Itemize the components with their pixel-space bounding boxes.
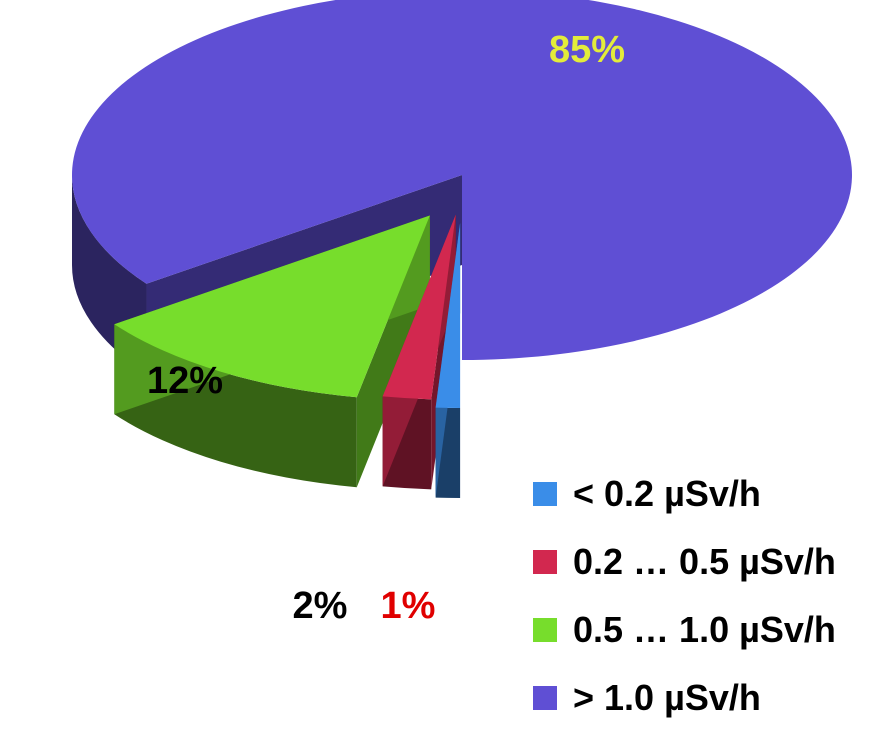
legend-swatch — [533, 686, 557, 710]
legend-item-0-5-to-1-0: 0.5 … 1.0 µSv/h — [533, 606, 883, 674]
legend-item-0-2-to-0-5: 0.2 … 0.5 µSv/h — [533, 538, 883, 606]
legend-item-lt-0-2: < 0.2 µSv/h — [533, 470, 883, 538]
legend-swatch — [533, 550, 557, 574]
legend-swatch — [533, 618, 557, 642]
slice-lt-0-2 — [435, 222, 461, 498]
legend: < 0.2 µSv/h 0.2 … 0.5 µSv/h 0.5 … 1.0 µS… — [533, 470, 883, 742]
legend-swatch — [533, 482, 557, 506]
data-label-lt-0-2: 1% — [381, 585, 436, 627]
pie-slices — [72, 0, 852, 498]
slice-0-5-to-1-0-top — [114, 215, 430, 398]
legend-item-gt-1-0: > 1.0 µSv/h — [533, 674, 883, 742]
data-label-0-2-to-0-5: 2% — [293, 585, 348, 627]
pie-labels: 1% 2% 12% 85% — [147, 29, 625, 627]
legend-label: < 0.2 µSv/h — [573, 473, 761, 514]
slice-0-5-to-1-0 — [114, 215, 430, 488]
legend-label: > 1.0 µSv/h — [573, 677, 761, 718]
legend-label: 0.2 … 0.5 µSv/h — [573, 541, 836, 582]
legend-label: 0.5 … 1.0 µSv/h — [573, 609, 836, 650]
slice-gt-1-0-top — [72, 0, 852, 360]
data-label-0-5-to-1-0: 12% — [147, 360, 223, 402]
slice-0-2-to-0-5-top — [382, 214, 456, 400]
slice-lt-0-2-top — [435, 222, 461, 408]
data-label-gt-1-0: 85% — [549, 29, 625, 71]
